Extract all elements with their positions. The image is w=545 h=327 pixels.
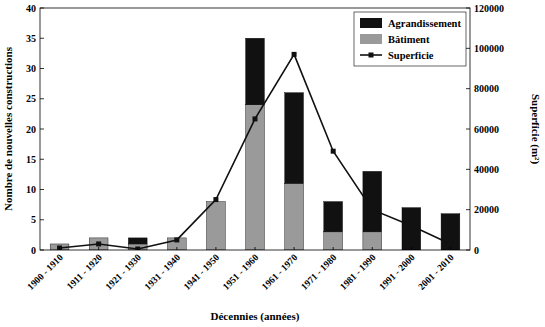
tick (176, 247, 177, 250)
tick-label: 15 (26, 154, 36, 165)
legend-label: Superficie (388, 50, 434, 61)
tick-label: 120000 (474, 3, 504, 14)
tick (40, 98, 44, 99)
legend-label: Agrandissement (388, 18, 461, 29)
y2-axis-title: Superficie (m²) (529, 94, 542, 165)
tick (294, 247, 295, 250)
category-label: 1900 - 1910 (25, 252, 65, 292)
bar (285, 183, 304, 250)
tick-label: 20 (26, 124, 36, 135)
tick (411, 247, 412, 250)
tick-label: 100000 (474, 43, 504, 54)
tick (40, 68, 44, 69)
bar (324, 232, 343, 250)
tick (255, 247, 256, 250)
category-label: 1931 - 1940 (143, 252, 183, 292)
bar (128, 238, 147, 244)
legend-swatch (360, 18, 382, 28)
category-label: 1971 - 1980 (299, 252, 339, 292)
tick (466, 48, 470, 49)
tick (466, 8, 470, 9)
tick (40, 38, 44, 39)
legend-label: Bâtiment (388, 34, 430, 45)
marker (448, 241, 453, 246)
category-label: 1911 - 1920 (65, 252, 104, 291)
category-label: 2001 - 2010 (416, 252, 456, 292)
marker (331, 149, 336, 154)
category-label: 1951 - 1960 (221, 252, 261, 292)
x-axis-title: Décennies (années) (211, 310, 300, 323)
tick (466, 169, 470, 170)
tick (40, 250, 44, 251)
marker (292, 52, 297, 57)
y-axis-title: Nombre de nouvelles constructions (2, 46, 14, 211)
plot-frame (40, 8, 470, 250)
category-label: 1961 - 1970 (260, 252, 300, 292)
legend-box (354, 12, 466, 66)
tick (40, 189, 44, 190)
category-label: 1941 - 1950 (182, 252, 222, 292)
marker (96, 241, 101, 246)
legend: Agrandissement Bâtiment Superficie (354, 12, 466, 66)
marker (409, 223, 414, 228)
chart: 0 5 10 15 20 25 30 35 40 0 20000 40000 60000 80000 100… (0, 0, 545, 327)
bar (207, 202, 226, 250)
tick-label: 40000 (474, 164, 499, 175)
tick (215, 247, 216, 250)
bar (167, 238, 186, 250)
tick (98, 247, 99, 250)
tick (450, 247, 451, 250)
line (60, 54, 451, 249)
marker (370, 207, 375, 212)
tick-label: 0 (474, 245, 479, 256)
marker (57, 245, 62, 250)
marker (135, 246, 140, 250)
tick-label: 25 (26, 93, 36, 104)
tick-label: 40 (26, 3, 36, 14)
plot-area (50, 38, 460, 250)
tick (137, 247, 138, 250)
bar (89, 237, 108, 238)
tick (466, 129, 470, 130)
category-label: 1981 - 1990 (338, 252, 378, 292)
tick (59, 247, 60, 250)
tick-label: 0 (31, 245, 36, 256)
tick (372, 247, 373, 250)
tick (40, 159, 44, 160)
marker (253, 116, 258, 121)
tick-label: 30 (26, 63, 36, 74)
tick (333, 247, 334, 250)
marker (213, 197, 218, 202)
legend-marker (369, 53, 374, 58)
tick (40, 129, 44, 130)
tick (40, 8, 44, 9)
bar (246, 38, 265, 105)
tick-label: 60000 (474, 124, 499, 135)
bar (285, 93, 304, 184)
tick-label: 35 (26, 33, 36, 44)
tick (466, 88, 470, 89)
tick (466, 250, 470, 251)
bar (363, 171, 382, 232)
category-label: 1991 - 2000 (377, 252, 417, 292)
bar (324, 202, 343, 232)
tick (466, 209, 470, 210)
bar (363, 232, 382, 250)
marker (174, 237, 179, 242)
category-label: 1921 - 1930 (104, 252, 144, 292)
tick (40, 219, 44, 220)
bar (246, 105, 265, 250)
tick-label: 20000 (474, 204, 499, 215)
tick-label: 5 (31, 214, 36, 225)
tick-label: 10 (26, 184, 36, 195)
tick-label: 80000 (474, 83, 499, 94)
legend-swatch (360, 34, 382, 44)
bar (50, 243, 69, 244)
bar (441, 214, 460, 250)
